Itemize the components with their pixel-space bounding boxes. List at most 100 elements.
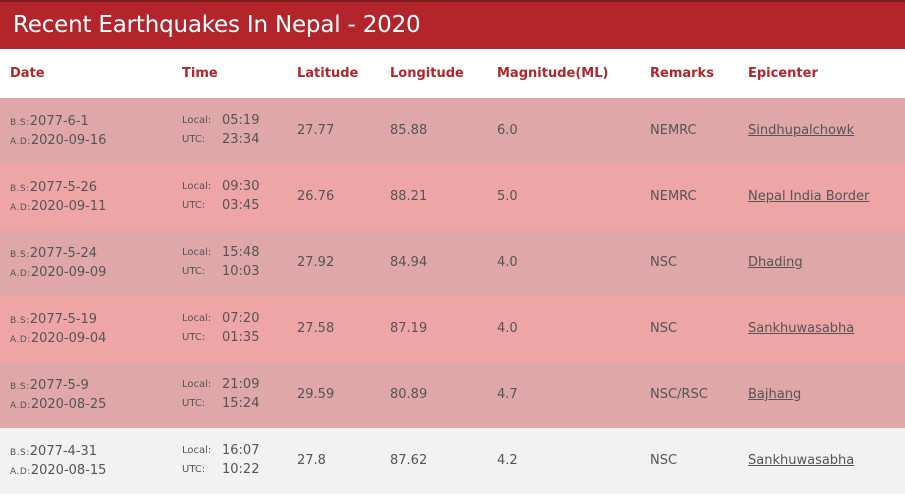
epicenter-link[interactable]: Dhading	[748, 255, 803, 270]
longitude-cell: 87.62	[390, 453, 428, 468]
bs-date-value: 2077-5-24	[29, 246, 98, 261]
bs-date-value: 2077-5-9	[29, 378, 89, 393]
epicenter-link[interactable]: Sindhupalchowk	[748, 123, 855, 138]
utc-time-label: UTC:	[182, 398, 206, 409]
longitude-cell: 85.88	[390, 123, 428, 138]
utc-time-value: 03:45	[222, 198, 260, 213]
magnitude-cell: 4.7	[497, 387, 518, 402]
ad-date-value: 2020-08-25	[30, 397, 107, 412]
ad-prefix: A.D:	[10, 401, 31, 411]
table-row: B.S:2077-5-19 A.D:2020-09-04 Local: 07:2…	[0, 296, 905, 362]
date-ad: A.D:2020-09-09	[10, 265, 106, 280]
latitude-cell: 27.77	[297, 123, 335, 138]
bs-prefix: B.S:	[10, 382, 30, 392]
date-bs: B.S:2077-5-9	[10, 378, 89, 393]
bs-prefix: B.S:	[10, 184, 30, 194]
bs-prefix: B.S:	[10, 250, 30, 260]
local-time-label: Local:	[182, 115, 212, 126]
ad-prefix: A.D:	[10, 269, 31, 279]
epicenter-link[interactable]: Bajhang	[748, 387, 802, 402]
date-ad: A.D:2020-09-04	[10, 331, 106, 346]
bs-date-value: 2077-5-19	[29, 312, 98, 327]
utc-time-label: UTC:	[182, 266, 206, 277]
epicenter-link[interactable]: Nepal India Border	[748, 189, 870, 204]
table-row: B.S:2077-5-26 A.D:2020-09-11 Local: 09:3…	[0, 164, 905, 230]
bs-date-value: 2077-6-1	[29, 114, 89, 129]
remarks-cell: NSC	[650, 321, 678, 336]
table-row: B.S:2077-4-31 A.D:2020-08-15 Local: 16:0…	[0, 428, 905, 494]
utc-time-value: 10:03	[222, 264, 260, 279]
bs-date-value: 2077-5-26	[29, 180, 98, 195]
longitude-cell: 87.19	[390, 321, 428, 336]
date-ad: A.D:2020-09-11	[10, 199, 106, 214]
local-time-label: Local:	[182, 247, 212, 258]
column-header-time: Time	[182, 66, 218, 81]
remarks-cell: NSC	[650, 255, 678, 270]
utc-time-value: 23:34	[222, 132, 260, 147]
column-header-epicenter: Epicenter	[748, 66, 818, 81]
column-header-date: Date	[10, 66, 45, 81]
table-row: B.S:2077-5-24 A.D:2020-09-09 Local: 15:4…	[0, 230, 905, 296]
local-time-value: 07:20	[222, 311, 260, 326]
latitude-cell: 29.59	[297, 387, 335, 402]
latitude-cell: 26.76	[297, 189, 335, 204]
latitude-cell: 27.92	[297, 255, 335, 270]
table-row: B.S:2077-6-1 A.D:2020-09-16 Local: 05:19…	[0, 98, 905, 164]
epicenter-link[interactable]: Sankhuwasabha	[748, 321, 855, 336]
column-header-longitude: Longitude	[390, 66, 464, 81]
magnitude-cell: 4.0	[497, 255, 518, 270]
latitude-cell: 27.58	[297, 321, 335, 336]
date-ad: A.D:2020-09-16	[10, 133, 106, 148]
page-banner: Recent Earthquakes In Nepal - 2020	[0, 0, 905, 49]
magnitude-cell: 6.0	[497, 123, 518, 138]
ad-prefix: A.D:	[10, 335, 31, 345]
date-bs: B.S:2077-4-31	[10, 444, 97, 459]
date-bs: B.S:2077-6-1	[10, 114, 89, 129]
local-time-label: Local:	[182, 181, 212, 192]
table-row: B.S:2077-5-9 A.D:2020-08-25 Local: 21:09…	[0, 362, 905, 428]
longitude-cell: 80.89	[390, 387, 428, 402]
local-time-label: Local:	[182, 445, 212, 456]
magnitude-cell: 4.2	[497, 453, 518, 468]
utc-time-label: UTC:	[182, 134, 206, 145]
column-header-latitude: Latitude	[297, 66, 359, 81]
ad-date-value: 2020-09-11	[30, 199, 107, 214]
utc-time-label: UTC:	[182, 464, 206, 475]
utc-time-value: 10:22	[222, 462, 260, 477]
magnitude-cell: 5.0	[497, 189, 518, 204]
remarks-cell: NEMRC	[650, 123, 697, 138]
remarks-cell: NSC/RSC	[650, 387, 708, 402]
ad-prefix: A.D:	[10, 137, 31, 147]
longitude-cell: 88.21	[390, 189, 428, 204]
date-bs: B.S:2077-5-19	[10, 312, 97, 327]
ad-date-value: 2020-09-04	[30, 331, 107, 346]
date-bs: B.S:2077-5-26	[10, 180, 97, 195]
utc-time-label: UTC:	[182, 200, 206, 211]
column-header-magnitude: Magnitude(ML)	[497, 66, 609, 81]
column-header-remarks: Remarks	[650, 66, 714, 81]
date-ad: A.D:2020-08-15	[10, 463, 106, 478]
remarks-cell: NSC	[650, 453, 678, 468]
magnitude-cell: 4.0	[497, 321, 518, 336]
ad-date-value: 2020-09-16	[30, 133, 107, 148]
utc-time-label: UTC:	[182, 332, 206, 343]
utc-time-value: 01:35	[222, 330, 260, 345]
earthquake-table: Date Time Latitude Longitude Magnitude(M…	[0, 49, 905, 494]
ad-prefix: A.D:	[10, 203, 31, 213]
longitude-cell: 84.94	[390, 255, 428, 270]
epicenter-link[interactable]: Sankhuwasabha	[748, 453, 855, 468]
ad-date-value: 2020-09-09	[30, 265, 107, 280]
ad-date-value: 2020-08-15	[30, 463, 107, 478]
page-title: Recent Earthquakes In Nepal - 2020	[13, 12, 421, 38]
local-time-value: 15:48	[222, 245, 260, 260]
date-ad: A.D:2020-08-25	[10, 397, 106, 412]
local-time-value: 21:09	[222, 377, 260, 392]
local-time-value: 09:30	[222, 179, 260, 194]
utc-time-value: 15:24	[222, 396, 260, 411]
date-bs: B.S:2077-5-24	[10, 246, 97, 261]
latitude-cell: 27.8	[297, 453, 326, 468]
ad-prefix: A.D:	[10, 467, 31, 477]
bs-prefix: B.S:	[10, 448, 30, 458]
bs-date-value: 2077-4-31	[29, 444, 98, 459]
bs-prefix: B.S:	[10, 316, 30, 326]
